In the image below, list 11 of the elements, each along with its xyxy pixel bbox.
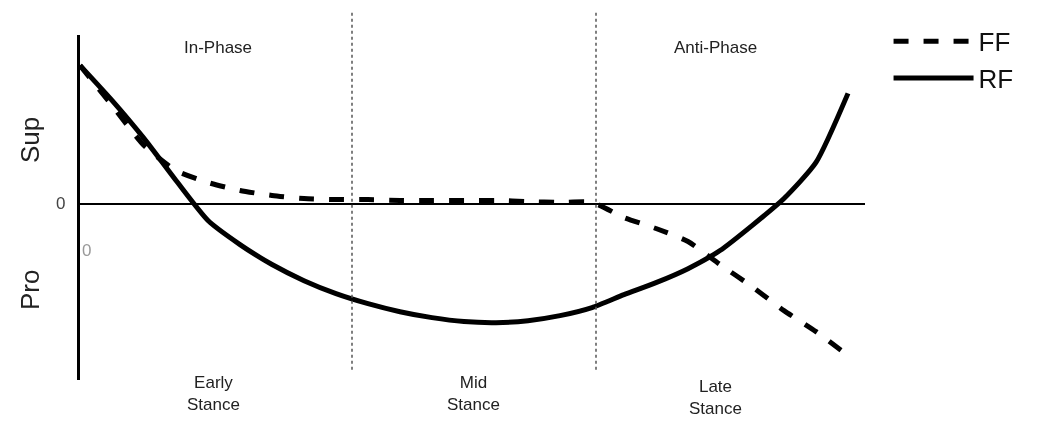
text: In-Phase (184, 38, 253, 57)
annotation: 0 (82, 241, 92, 260)
text: Late Stance (689, 377, 742, 419)
text: Anti-Phase (674, 38, 758, 57)
legend-label: RF (978, 64, 1014, 95)
text: Early Stance (187, 373, 240, 415)
legend-label: FF (978, 27, 1011, 58)
text: Pro (15, 269, 45, 310)
text: Sup (15, 116, 45, 163)
text: 0 (56, 194, 66, 213)
text: Mid Stance (447, 373, 500, 415)
